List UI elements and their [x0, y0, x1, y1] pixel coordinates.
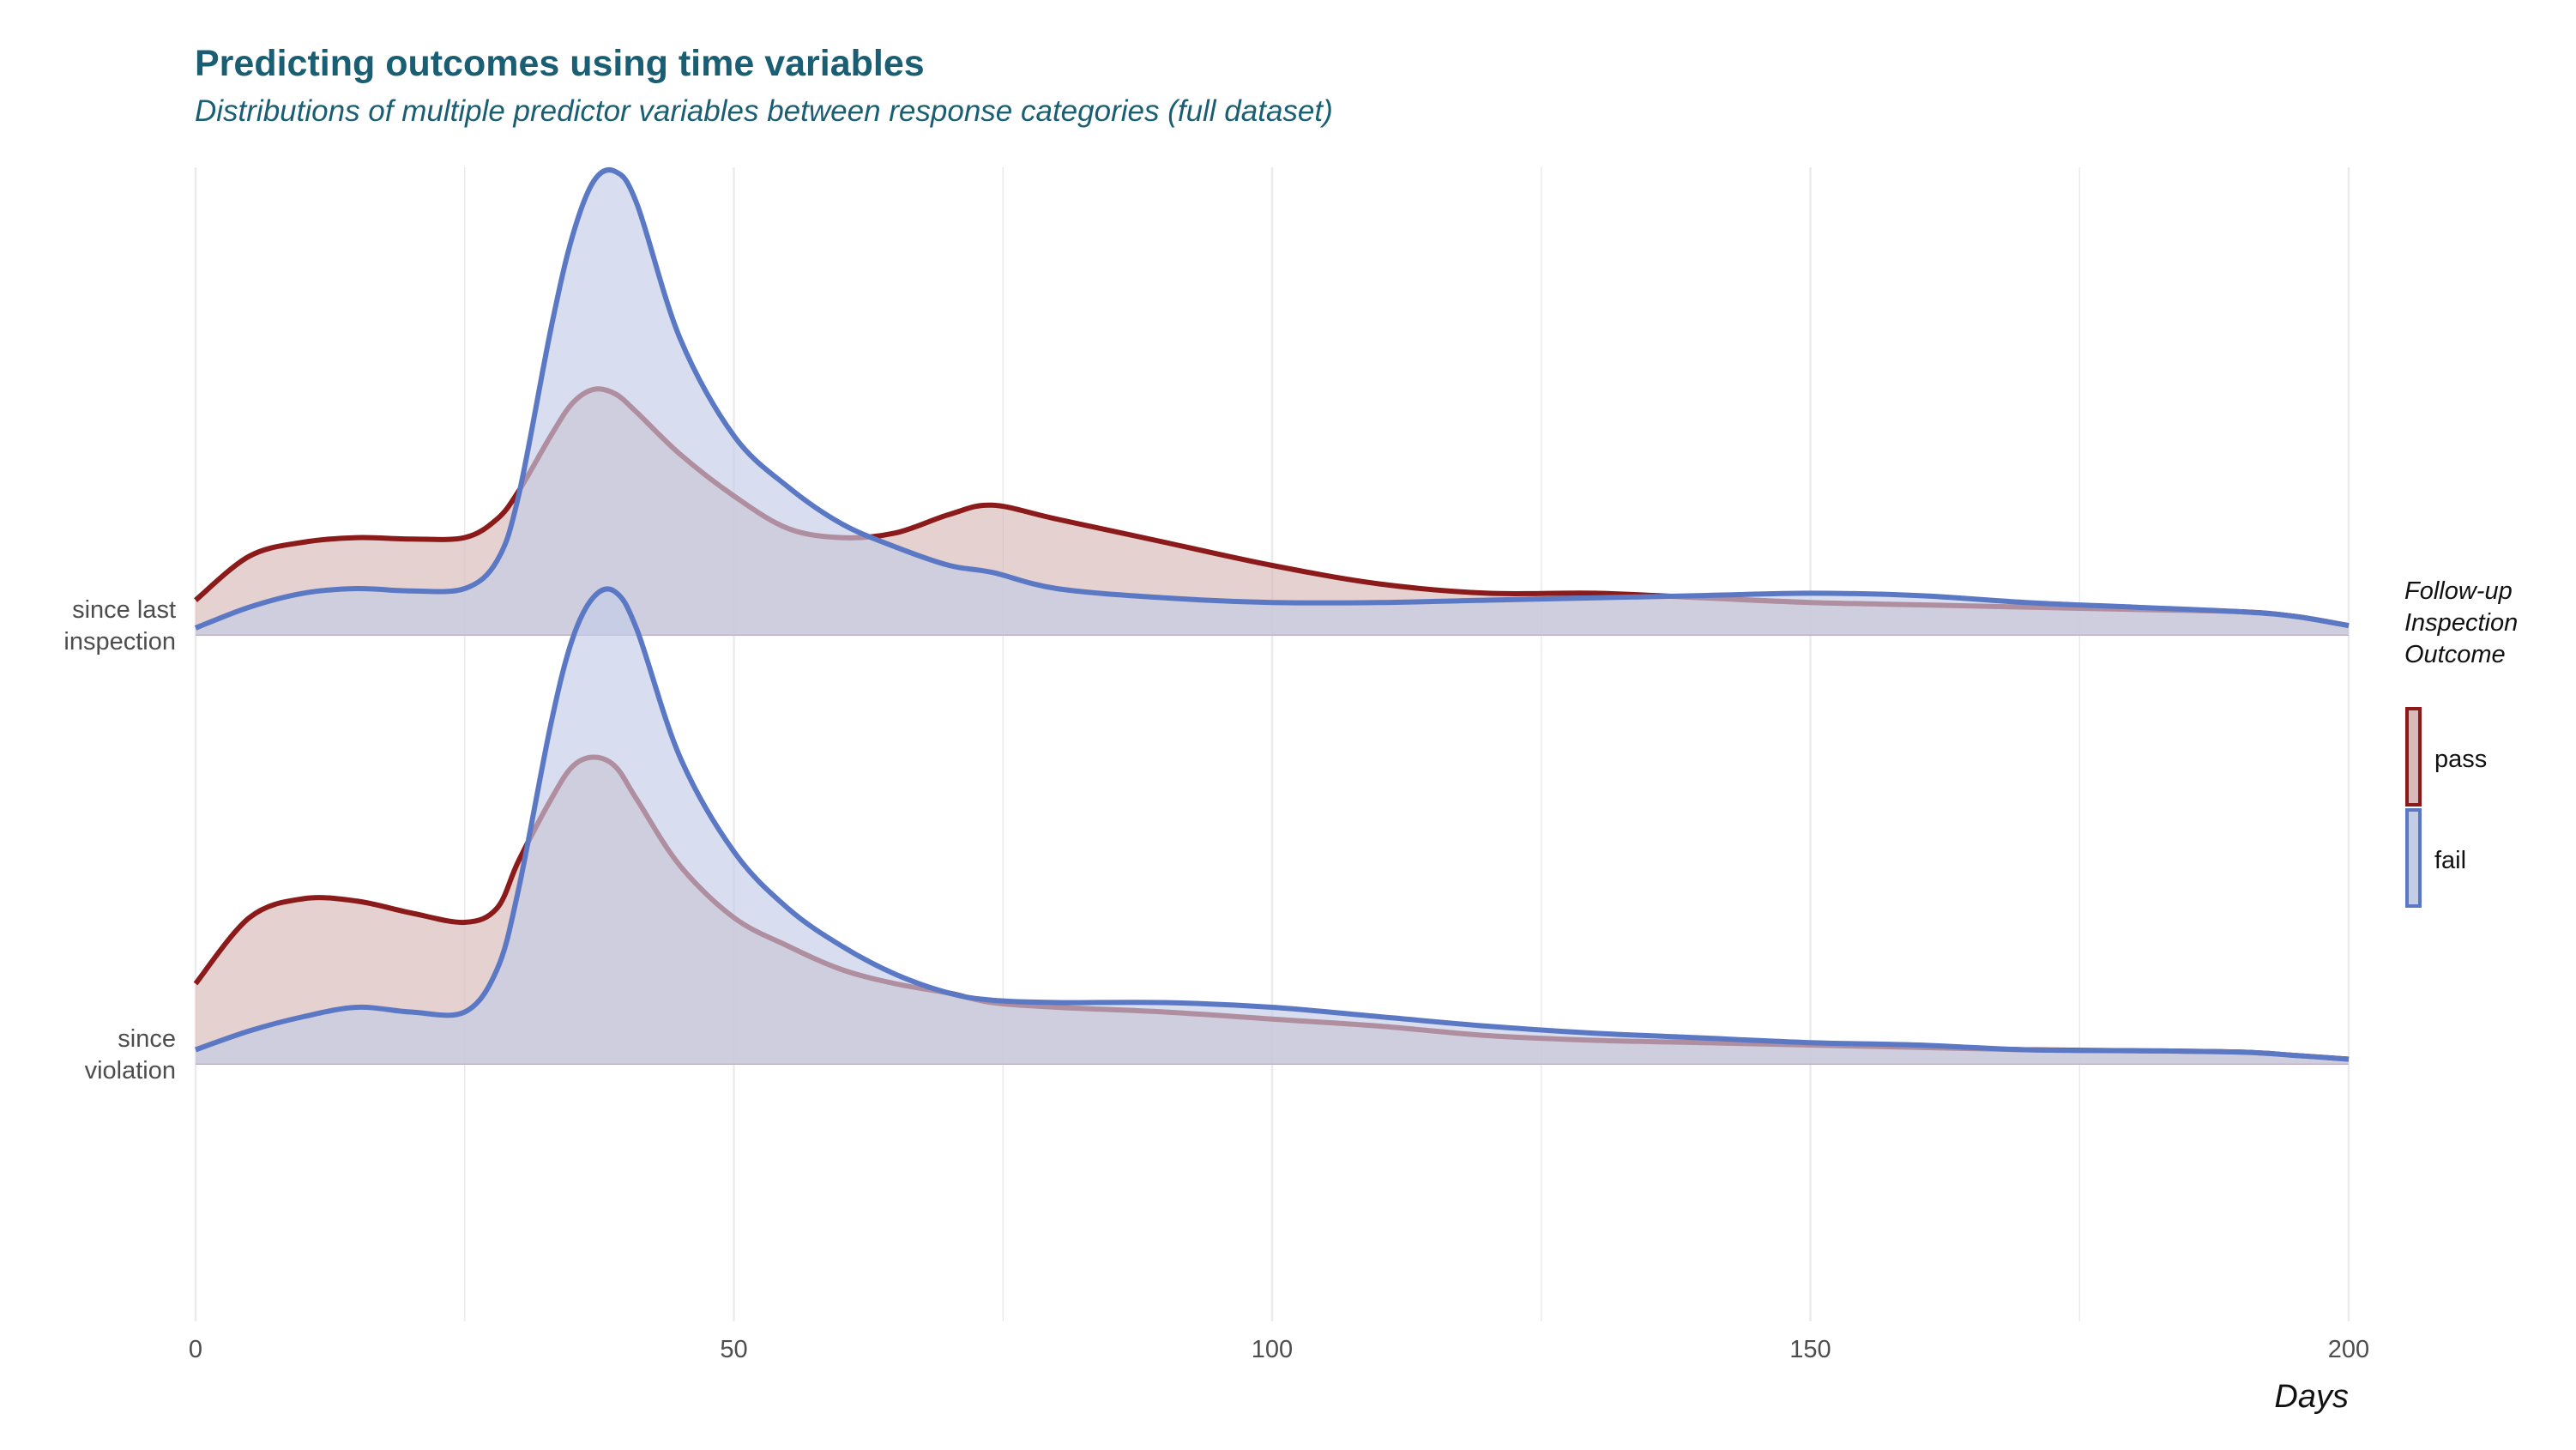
- ridge-label-line: violation: [85, 1057, 176, 1084]
- x-axis: 0 50 100 150 200 Days: [189, 1336, 2369, 1415]
- ridge-row: [193, 586, 2350, 1065]
- ridge-label-line: inspection: [63, 628, 176, 656]
- chart-title: Predicting outcomes using time variables: [195, 43, 925, 84]
- ridge-label-line: since last: [72, 596, 176, 624]
- ridge-label-line: since: [118, 1025, 176, 1053]
- fail-density-line: [194, 167, 2350, 631]
- legend-title: Follow-up Inspection Outcome: [2404, 577, 2518, 668]
- legend-title-line: Follow-up: [2404, 577, 2513, 605]
- fail-legend-key: [2405, 808, 2422, 908]
- x-tick-label: 200: [2328, 1336, 2369, 1363]
- fail-density-area: [196, 169, 2349, 635]
- ridge-label: since last inspection: [63, 596, 176, 656]
- fail-density-area: [196, 589, 2349, 1064]
- density-ridges: [193, 167, 2350, 1065]
- x-axis-title: Days: [2274, 1379, 2349, 1415]
- fail-legend-label: fail: [2434, 847, 2466, 874]
- pass-legend-label: pass: [2434, 746, 2487, 773]
- legend-title-line: Inspection: [2404, 609, 2518, 637]
- gridlines: [194, 167, 2350, 1321]
- chart-subtitle: Distributions of multiple predictor vari…: [195, 94, 1333, 128]
- ridge-row: [194, 167, 2350, 636]
- pass-legend-key: [2405, 707, 2422, 807]
- x-tick-label: 0: [189, 1336, 202, 1363]
- fail-density-line: [195, 586, 2350, 1062]
- x-tick-label: 150: [1789, 1336, 1831, 1363]
- legend: Follow-up Inspection Outcome pass fail: [2404, 577, 2518, 908]
- x-tick-label: 50: [720, 1336, 747, 1363]
- y-axis-labels: since last inspection since violation: [63, 596, 176, 1084]
- legend-title-line: Outcome: [2404, 641, 2506, 668]
- x-tick-label: 100: [1252, 1336, 1293, 1363]
- ridge-label: since violation: [85, 1025, 176, 1084]
